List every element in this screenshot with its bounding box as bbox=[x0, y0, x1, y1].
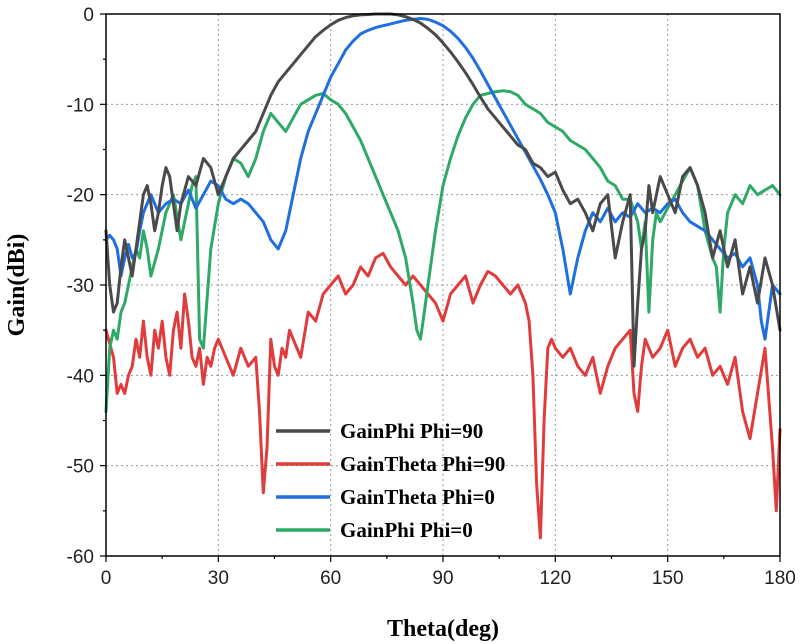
x-tick-label: 90 bbox=[432, 568, 453, 589]
y-tick-label: -60 bbox=[67, 547, 94, 568]
x-axis-title: Theta(deg) bbox=[387, 616, 499, 642]
legend: GainPhi Phi=90 GainTheta Phi=90 GainTheta … bbox=[276, 419, 505, 542]
legend-label: GainTheta Phi=90 bbox=[340, 452, 505, 476]
y-tick-label: -20 bbox=[67, 186, 94, 207]
x-tick-label: 0 bbox=[101, 568, 112, 589]
x-tick-label: 150 bbox=[652, 568, 684, 589]
legend-label: GainPhi Phi=0 bbox=[340, 518, 473, 542]
series-line-2 bbox=[104, 17, 782, 341]
legend-label: GainPhi Phi=90 bbox=[340, 419, 483, 443]
y-tick-label: -10 bbox=[67, 95, 94, 116]
y-tick-label: -30 bbox=[67, 276, 94, 297]
legend-label: GainTheta Phi=0 bbox=[340, 485, 495, 509]
series-line-1 bbox=[104, 251, 782, 540]
tick-layer: 0 30 60 90 120 150 180 0 -10 -20 -30 -40 -50 -60 bbox=[67, 5, 796, 589]
x-tick-label: 120 bbox=[539, 568, 571, 589]
y-tick-label: 0 bbox=[83, 5, 94, 26]
y-tick-label: -50 bbox=[67, 457, 94, 478]
x-tick-label: 60 bbox=[320, 568, 341, 589]
series-line-0 bbox=[104, 12, 782, 368]
x-tick-label: 30 bbox=[208, 568, 229, 589]
x-tick-label: 180 bbox=[764, 568, 796, 589]
y-tick-label: -40 bbox=[67, 366, 94, 387]
series-layer bbox=[104, 12, 782, 540]
y-axis-title: Gain(dBi) bbox=[4, 234, 30, 337]
